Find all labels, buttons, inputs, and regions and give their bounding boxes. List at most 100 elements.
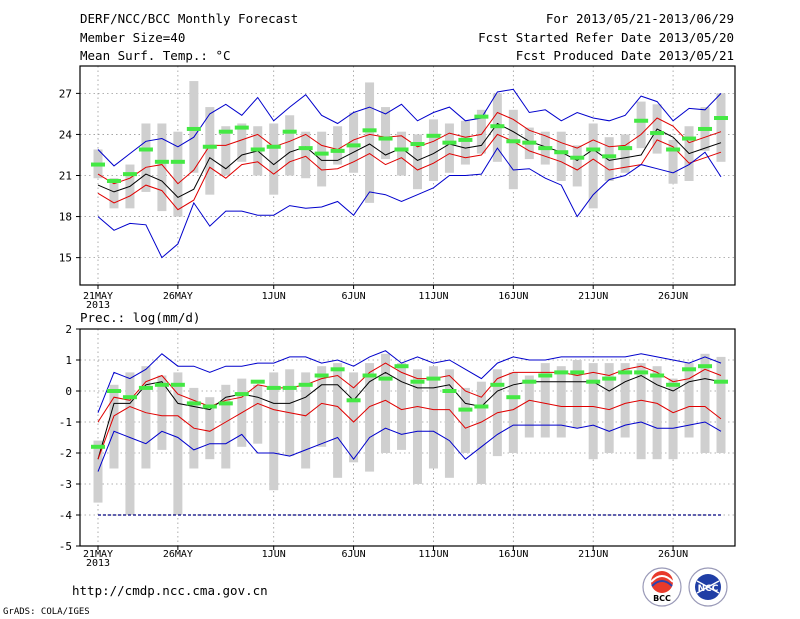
forecast-start-date: Fcst Started Refer Date 2013/05/20 xyxy=(478,30,734,45)
precip-xtick-year-label: 2013 xyxy=(86,558,110,569)
precip-box-day-40 xyxy=(716,356,726,453)
precip-box-day-12 xyxy=(269,372,279,491)
temp-box-day-7 xyxy=(189,81,199,173)
temp-line-lower-bound xyxy=(97,147,722,259)
precip-box-day-29 xyxy=(540,363,550,438)
temp-xtick-label: 1JUN xyxy=(262,291,286,302)
temp-box-day-16 xyxy=(333,126,343,165)
precip-ytick-label: -1 xyxy=(59,416,72,429)
precip-box-day-19 xyxy=(381,353,391,453)
precip-box-day-30 xyxy=(556,366,566,438)
precip-median-day-37 xyxy=(666,382,681,387)
precip-box-day-35 xyxy=(636,363,646,460)
precip-median-day-17 xyxy=(346,398,361,403)
temp-box-day-35 xyxy=(636,101,646,149)
precip-box-day-28 xyxy=(524,375,534,438)
temp-box-day-30 xyxy=(556,131,566,181)
temp-xtick-label: 6JUN xyxy=(342,291,366,302)
temp-median-day-11 xyxy=(250,147,265,152)
precip-median-day-24 xyxy=(458,407,473,412)
temp-box-day-31 xyxy=(572,145,582,187)
precip-median-day-15 xyxy=(314,373,329,378)
temp-median-day-31 xyxy=(570,155,585,160)
temp-median-day-4 xyxy=(138,147,153,152)
source-url[interactable]: http://cmdp.ncc.cma.gov.cn xyxy=(72,583,268,598)
temp-median-day-19 xyxy=(378,136,393,141)
temp-xtick-label: 11JUN xyxy=(418,291,448,302)
temp-box-day-2 xyxy=(109,178,119,209)
precip-box-day-38 xyxy=(684,363,694,438)
temp-median-day-20 xyxy=(394,147,409,152)
temp-xtick-label: 26JUN xyxy=(658,291,688,302)
precip-ytick-label: 0 xyxy=(65,385,72,398)
precip-ytick-label: -5 xyxy=(59,540,72,553)
precip-xtick-label: 6JUN xyxy=(342,549,366,560)
temp-xtick-label: 26MAY xyxy=(163,291,193,302)
precip-line-upper-bound xyxy=(97,350,722,413)
precip-median-day-14 xyxy=(298,382,313,387)
temp-box-day-33 xyxy=(604,137,614,181)
precip-median-day-2 xyxy=(106,389,121,393)
forecast-produced-date: Fcst Produced Date 2013/05/21 xyxy=(515,48,734,63)
temp-median-day-2 xyxy=(106,178,121,183)
precip-variable-label: Prec.: log(mm/d) xyxy=(80,310,201,325)
precip-box-day-17 xyxy=(349,372,359,463)
temp-line-upper-inner xyxy=(97,111,722,185)
temp-median-day-28 xyxy=(522,140,537,145)
precip-box-day-36 xyxy=(652,366,662,460)
precip-median-day-11 xyxy=(250,379,265,384)
temp-box-day-40 xyxy=(716,93,726,162)
temp-median-day-3 xyxy=(122,172,137,177)
precip-box-day-23 xyxy=(444,369,454,478)
precip-median-day-28 xyxy=(522,379,537,384)
temp-median-day-21 xyxy=(410,142,425,147)
temp-median-day-27 xyxy=(506,139,521,144)
temp-median-day-8 xyxy=(202,144,217,149)
temp-box-day-22 xyxy=(428,119,438,181)
temp-box-day-27 xyxy=(508,109,518,190)
temp-median-day-12 xyxy=(266,144,281,149)
precip-median-day-33 xyxy=(602,376,617,381)
precip-xtick-label: 21JUN xyxy=(578,549,608,560)
precip-median-day-1 xyxy=(91,444,105,449)
temp-box-day-37 xyxy=(668,139,678,184)
precip-box-day-22 xyxy=(428,366,438,469)
temp-xtick-label: 21MAY xyxy=(83,291,113,302)
temp-median-day-10 xyxy=(234,125,249,130)
temp-line-lower-inner xyxy=(97,133,722,211)
temp-median-day-7 xyxy=(186,126,201,131)
temp-median-day-32 xyxy=(586,147,601,152)
precip-median-day-38 xyxy=(682,367,697,372)
member-size-label: Member Size=40 xyxy=(80,30,186,45)
precip-box-day-5 xyxy=(157,375,167,450)
temp-median-day-18 xyxy=(362,128,377,133)
temp-median-day-33 xyxy=(602,154,617,159)
temp-box-day-15 xyxy=(317,131,327,187)
temp-median-day-13 xyxy=(282,129,297,134)
temp-xtick-label: 16JUN xyxy=(498,291,528,302)
precip-ytick-label: 1 xyxy=(65,354,72,367)
variable-label: Mean Surf. Temp.: °C xyxy=(80,48,231,63)
precip-line-upper-inner xyxy=(97,362,722,423)
precip-xtick-label: 1JUN xyxy=(262,549,286,560)
temp-ytick-label: 21 xyxy=(59,170,72,183)
precip-median-day-7 xyxy=(186,401,201,406)
temp-box-day-20 xyxy=(397,131,407,176)
temp-box-day-12 xyxy=(269,123,279,195)
precip-xtick-label: 26JUN xyxy=(658,549,688,560)
figure-title: DERF/NCC/BCC Monthly Forecast xyxy=(80,11,299,26)
temp-box-day-23 xyxy=(444,123,454,173)
precip-median-day-25 xyxy=(474,404,489,409)
temp-box-day-8 xyxy=(205,107,215,195)
temp-box-day-17 xyxy=(349,112,359,173)
temp-median-day-38 xyxy=(682,136,697,141)
precip-median-day-29 xyxy=(538,373,553,378)
precip-median-day-30 xyxy=(554,370,569,375)
precip-box-day-8 xyxy=(205,397,215,460)
precip-median-day-18 xyxy=(362,373,377,378)
temp-median-day-17 xyxy=(346,143,361,148)
precip-box-day-21 xyxy=(412,369,422,484)
temp-ytick-label: 27 xyxy=(59,87,72,100)
temp-median-day-24 xyxy=(458,137,473,142)
